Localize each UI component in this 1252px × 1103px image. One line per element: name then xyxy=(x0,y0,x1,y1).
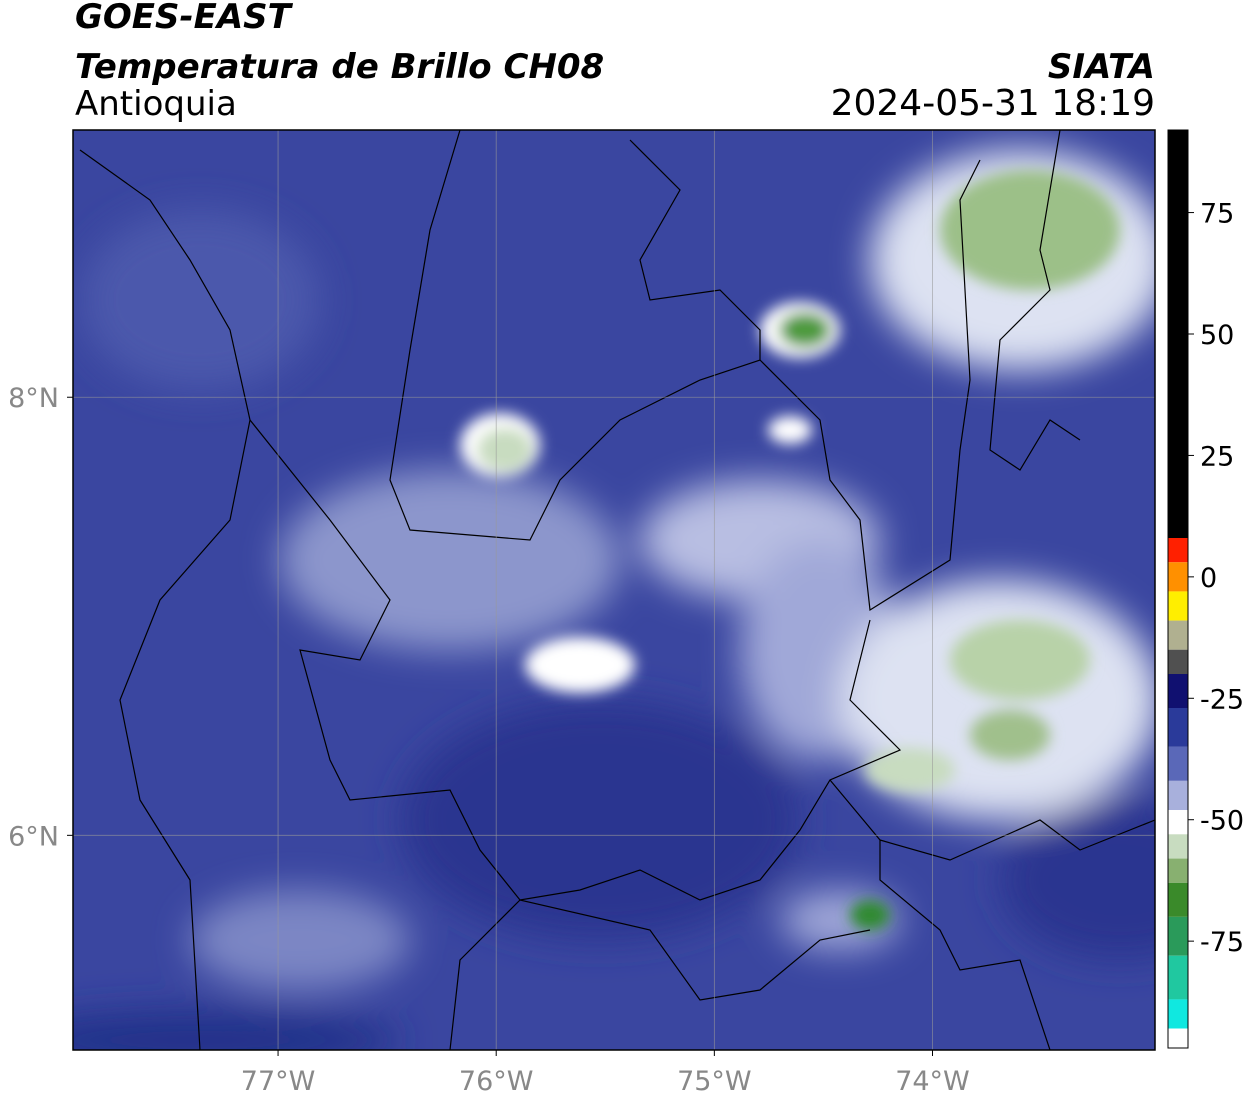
colorbar-band xyxy=(1168,834,1188,859)
colorbar-tick-label: -75 xyxy=(1200,927,1244,958)
colorbar-band xyxy=(1168,746,1188,781)
y-tick-label: 6°N xyxy=(8,821,59,852)
x-tick-label: 77°W xyxy=(241,1066,316,1097)
colorbar-tick-label: -25 xyxy=(1200,684,1244,715)
colorbar-tick-label: 75 xyxy=(1200,199,1234,230)
title: GOES-EAST xyxy=(75,0,294,37)
colorbar-band xyxy=(1168,810,1188,835)
colorbar-band xyxy=(1168,130,1188,538)
colorbar-band xyxy=(1168,538,1188,563)
colorbar-tick-label: -50 xyxy=(1200,806,1244,837)
colorbar-band xyxy=(1168,955,1188,1000)
x-tick-label: 74°W xyxy=(895,1066,970,1097)
colorbar-band xyxy=(1168,780,1188,810)
x-tick-label: 76°W xyxy=(459,1066,534,1097)
subtitle: Temperatura de Brillo CH08 xyxy=(75,47,604,87)
colorbar-band xyxy=(1168,649,1188,674)
colorbar-band xyxy=(1168,591,1188,621)
colorbar-band xyxy=(1168,708,1188,747)
colorbar-tick-label: 0 xyxy=(1200,563,1217,594)
y-tick-label: 8°N xyxy=(8,383,59,414)
colorbar-band xyxy=(1168,916,1188,956)
colorbar-band xyxy=(1168,562,1188,592)
colorbar-band xyxy=(1168,620,1188,650)
source: SIATA xyxy=(1048,47,1155,87)
satellite-image xyxy=(73,130,1155,1050)
colorbar-frame xyxy=(1167,129,1189,1049)
colorbar-band xyxy=(1168,999,1188,1029)
colorbar-band xyxy=(1168,674,1188,708)
x-tick-label: 75°W xyxy=(677,1066,752,1097)
colorbar-band xyxy=(1168,858,1188,883)
colorbar-band xyxy=(1168,1028,1188,1048)
region: Antioquia xyxy=(75,84,237,124)
colorbar-band xyxy=(1168,882,1188,917)
colorbar-tick-label: 25 xyxy=(1200,441,1234,472)
datetime: 2024-05-31 18:19 xyxy=(831,83,1155,124)
map-frame xyxy=(72,129,1156,1051)
colorbar-tick-label: 50 xyxy=(1200,320,1234,351)
